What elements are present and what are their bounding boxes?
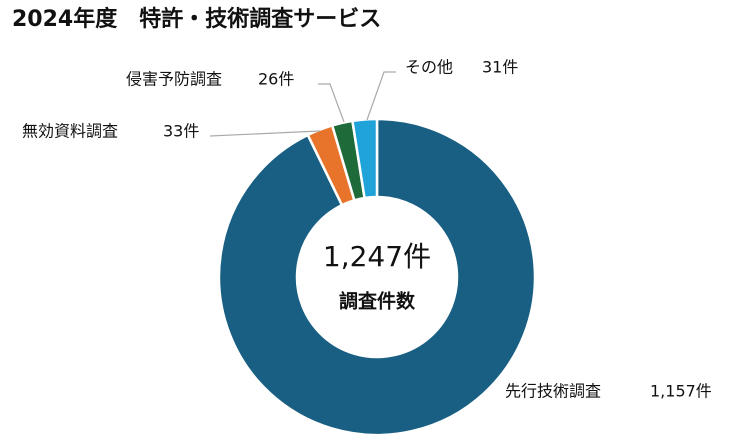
chart-title: 2024年度 特許・技術調査サービス: [12, 6, 381, 32]
center-total: 1,247件: [323, 240, 431, 273]
donut-slice: [217, 117, 537, 437]
center-caption: 調査件数: [339, 290, 416, 313]
slice-name: 先行技術調査: [505, 382, 601, 401]
donut-slice: [350, 117, 379, 200]
slice-name: 侵害予防調査: [126, 70, 222, 89]
leader-line: [366, 71, 396, 121]
slice-name: 無効資料調査: [22, 122, 118, 141]
leader-line: [318, 83, 345, 123]
slice-value-label: 1,157件: [650, 382, 712, 401]
slice-value-label: 26件: [258, 70, 294, 89]
slice-value-label: 31件: [482, 58, 518, 77]
slice-value-label: 33件: [163, 122, 199, 141]
leader-line: [209, 130, 321, 137]
slice-name: その他: [405, 58, 453, 77]
